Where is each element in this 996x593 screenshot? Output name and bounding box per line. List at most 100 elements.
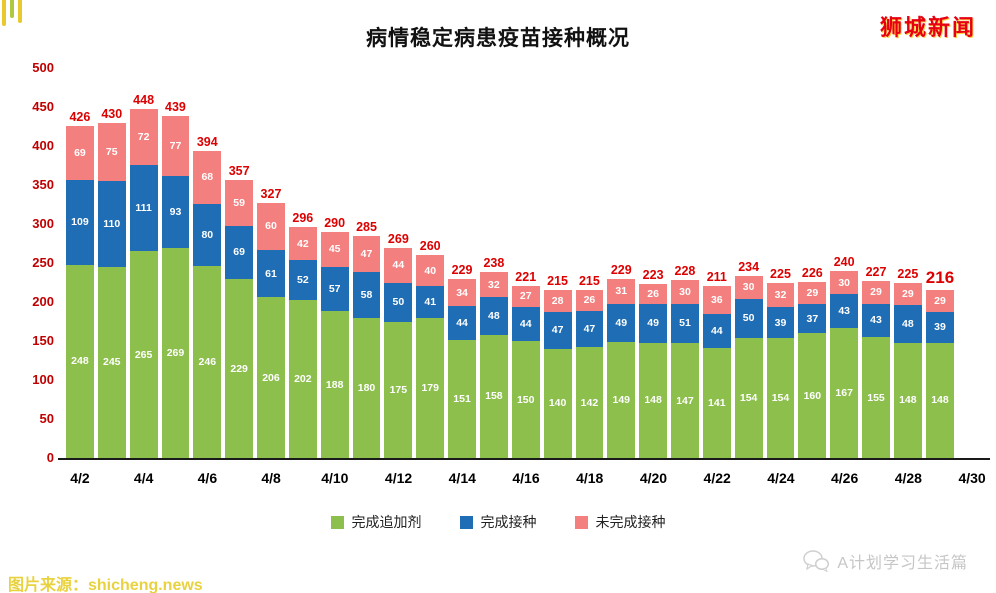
legend-swatch [574, 515, 588, 529]
segment-booster-done: 151 [448, 340, 476, 458]
bar-total-label: 290 [324, 215, 346, 230]
bar-total-label: 227 [865, 264, 887, 279]
segment-fully-vaccinated: 43 [862, 303, 890, 338]
bar-total-label: 269 [387, 232, 409, 247]
segment-not-completed: 32 [479, 272, 508, 298]
segment-not-completed: 60 [257, 202, 285, 250]
segment-fully-vaccinated: 58 [352, 272, 381, 318]
segment-booster-done: 155 [862, 337, 890, 458]
legend-swatch [330, 515, 344, 529]
segment-fully-vaccinated: 51 [671, 303, 699, 344]
segment-not-completed: 34 [448, 279, 476, 306]
x-axis-tick-label: 4/16 [512, 470, 540, 486]
legend-swatch [459, 515, 473, 529]
x-axis-tick-label: 4/30 [958, 470, 986, 486]
bar-total-label: 216 [925, 267, 955, 287]
brand-logo-text: 狮城新闻 [879, 15, 976, 40]
author-watermark: A计划学习生活篇 [803, 549, 968, 573]
segment-booster-done: 179 [416, 318, 445, 458]
segment-fully-vaccinated: 39 [766, 307, 795, 338]
bar-total-label: 215 [547, 274, 568, 289]
segment-fully-vaccinated: 111 [129, 164, 158, 252]
x-axis-tick-label: 4/4 [133, 470, 154, 486]
bar: 216 29 39 148 [925, 68, 955, 458]
segment-not-completed: 29 [798, 281, 827, 305]
bar-total-label: 225 [770, 266, 791, 281]
y-axis-tick-label: 50 [39, 411, 54, 426]
x-axis-tick-label: 4/8 [261, 470, 281, 486]
bar: 296 42 52 202 [288, 68, 317, 458]
segment-fully-vaccinated: 47 [543, 312, 572, 349]
segment-booster-done: 140 [543, 348, 572, 458]
bar-total-label: 215 [578, 274, 600, 289]
bar: 234 30 50 154 [734, 68, 763, 458]
segment-fully-vaccinated: 48 [479, 297, 508, 335]
x-axis-tick-label: 4/2 [70, 470, 90, 486]
bar: 225 32 39 154 [766, 68, 795, 458]
legend-label: 完成接种 [480, 514, 537, 530]
y-axis-tick-label: 350 [32, 177, 54, 192]
segment-booster-done: 269 [161, 248, 190, 458]
bar: 269 44 50 175 [384, 68, 413, 458]
segment-fully-vaccinated: 50 [734, 298, 763, 338]
bar: 226 29 37 160 [798, 68, 827, 458]
chart-legend: 完成追加剂 完成接种 未完成接种 [0, 512, 996, 532]
x-axis-tick-label: 4/22 [703, 470, 731, 486]
segment-booster-done: 148 [925, 342, 955, 458]
bar: 225 29 48 148 [893, 68, 922, 458]
segment-fully-vaccinated: 44 [702, 313, 731, 349]
segment-fully-vaccinated: 57 [320, 266, 349, 312]
source-watermark: 图片来源：shicheng.news [8, 577, 203, 593]
segment-fully-vaccinated: 47 [575, 310, 604, 348]
bar-total-label: 225 [897, 266, 919, 281]
segment-fully-vaccinated: 44 [448, 305, 476, 341]
bar: 357 59 69 229 [225, 68, 254, 458]
segment-booster-done: 188 [320, 311, 349, 458]
corner-stripes-decor [2, 0, 22, 26]
segment-booster-done: 167 [830, 327, 859, 458]
x-axis-tick-label: 4/18 [576, 470, 604, 486]
legend-item: 未完成接种 [574, 512, 666, 532]
bar-total-label: 260 [419, 239, 441, 254]
segment-booster-done: 245 [97, 266, 126, 458]
y-axis-tick-label: 200 [32, 294, 54, 309]
bar: 448 72 111 265 [129, 68, 158, 458]
bar-total-label: 448 [133, 92, 155, 107]
segment-not-completed: 28 [543, 290, 572, 313]
bar: 227 29 43 155 [862, 68, 890, 458]
segment-fully-vaccinated: 109 [66, 179, 94, 265]
x-axis-tick-label: 4/26 [830, 470, 859, 486]
bar-total-label: 211 [706, 269, 727, 284]
y-axis-tick-label: 500 [32, 60, 54, 75]
y-axis-tick-label: 100 [32, 372, 54, 387]
segment-booster-done: 150 [511, 341, 540, 458]
segment-fully-vaccinated: 44 [511, 306, 540, 341]
bar: 215 26 47 142 [575, 68, 604, 458]
chart-title: 病情稳定病患疫苗接种概况 [366, 27, 630, 50]
bar-total-label: 240 [833, 254, 855, 269]
bar: 260 40 41 179 [416, 68, 445, 458]
segment-booster-done: 142 [575, 347, 604, 458]
y-axis-tick-label: 0 [46, 450, 54, 465]
segment-booster-done: 160 [798, 333, 827, 458]
segment-booster-done: 202 [288, 300, 317, 458]
segment-booster-done: 206 [257, 297, 285, 458]
bar-total-label: 234 [738, 259, 760, 274]
bar: 215 28 47 140 [543, 68, 572, 458]
bar: 221 27 44 150 [511, 68, 540, 458]
segment-booster-done: 158 [479, 334, 508, 458]
segment-booster-done: 180 [352, 317, 381, 458]
segment-not-completed: 32 [766, 282, 795, 308]
x-axis-tick-label: 4/14 [448, 470, 476, 486]
y-axis-tick-label: 450 [32, 99, 54, 114]
segment-not-completed: 30 [671, 280, 699, 304]
bar: 285 47 58 180 [352, 68, 381, 458]
segment-fully-vaccinated: 49 [639, 304, 668, 343]
bar-total-label: 221 [515, 269, 537, 284]
legend-label: 完成追加剂 [351, 514, 422, 530]
bar-total-label: 228 [674, 264, 696, 279]
y-axis-tick-label: 300 [32, 216, 54, 231]
legend-item: 完成接种 [459, 512, 537, 532]
segment-fully-vaccinated: 39 [925, 312, 955, 343]
segment-not-completed: 45 [320, 231, 349, 267]
